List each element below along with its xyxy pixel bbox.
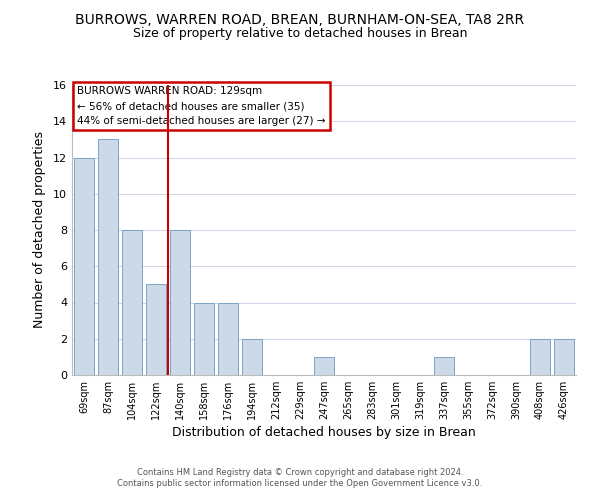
Text: BURROWS WARREN ROAD: 129sqm
← 56% of detached houses are smaller (35)
44% of sem: BURROWS WARREN ROAD: 129sqm ← 56% of det…: [77, 86, 326, 126]
Bar: [434, 357, 454, 375]
Bar: [194, 302, 214, 375]
Bar: [314, 357, 334, 375]
Text: Size of property relative to detached houses in Brean: Size of property relative to detached ho…: [133, 28, 467, 40]
Bar: [146, 284, 166, 375]
Bar: [74, 158, 94, 375]
Bar: [98, 140, 118, 375]
Bar: [554, 339, 574, 375]
Text: BURROWS, WARREN ROAD, BREAN, BURNHAM-ON-SEA, TA8 2RR: BURROWS, WARREN ROAD, BREAN, BURNHAM-ON-…: [76, 12, 524, 26]
X-axis label: Distribution of detached houses by size in Brean: Distribution of detached houses by size …: [172, 426, 476, 439]
Bar: [122, 230, 142, 375]
Text: Contains HM Land Registry data © Crown copyright and database right 2024.
Contai: Contains HM Land Registry data © Crown c…: [118, 468, 482, 487]
Bar: [218, 302, 238, 375]
Bar: [242, 339, 262, 375]
Y-axis label: Number of detached properties: Number of detached properties: [33, 132, 46, 328]
Bar: [170, 230, 190, 375]
Bar: [530, 339, 550, 375]
